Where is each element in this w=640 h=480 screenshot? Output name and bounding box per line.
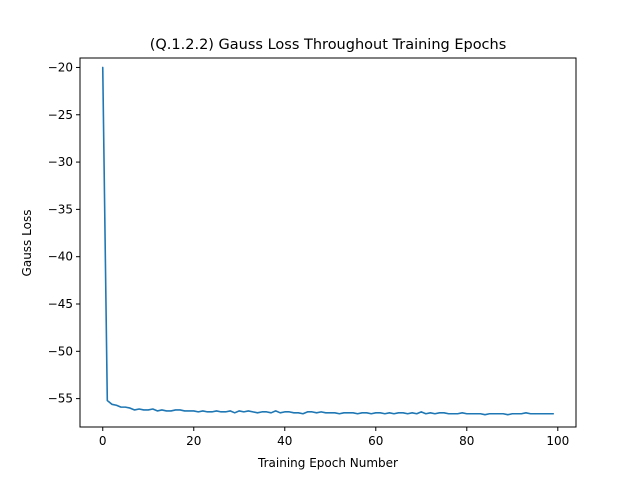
x-tick-label: 20 (186, 434, 201, 448)
y-tick-label: −35 (48, 202, 73, 216)
y-tick-label: −25 (48, 108, 73, 122)
x-tick-label: 100 (546, 434, 569, 448)
x-tick-label: 60 (368, 434, 383, 448)
gauss-loss-series-line (101, 66, 555, 416)
x-axis-label: Training Epoch Number (257, 456, 398, 470)
y-tick-label: −30 (48, 155, 73, 169)
y-tick-label: −40 (48, 250, 73, 264)
y-tick-label: −45 (48, 297, 73, 311)
x-tick-label: 80 (459, 434, 474, 448)
x-tick-label: 0 (99, 434, 107, 448)
chart-title: (Q.1.2.2) Gauss Loss Throughout Training… (150, 37, 507, 53)
series-layer (101, 66, 555, 416)
ticks-layer: 0 20 40 60 80 100 −20 −25 −30 −35 −40 −45 −50 −55 (48, 60, 570, 448)
y-axis-label: Gauss Loss (20, 210, 34, 277)
y-tick-label: −55 (48, 392, 73, 406)
plot-area-frame (79, 57, 577, 428)
y-tick-label: −50 (48, 344, 73, 358)
y-tick-label: −20 (48, 60, 73, 74)
x-tick-label: 40 (277, 434, 292, 448)
